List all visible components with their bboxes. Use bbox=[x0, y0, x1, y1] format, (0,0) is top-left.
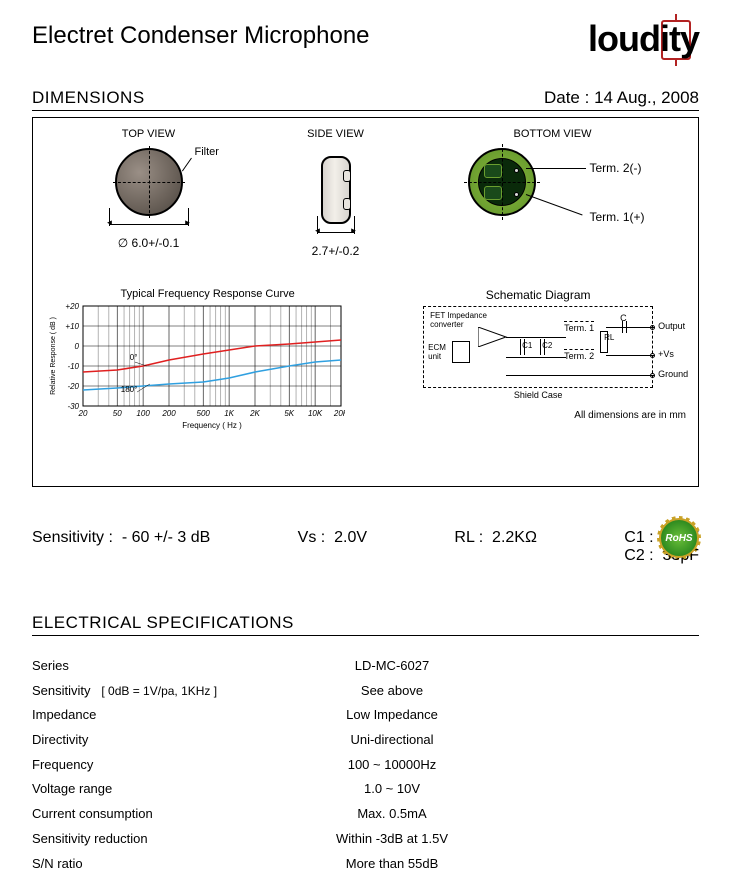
shield-case-label: Shield Case bbox=[390, 390, 686, 400]
spec-label: Sensitivity [ 0dB = 1V/pa, 1KHz ] bbox=[32, 679, 292, 704]
ecm-box bbox=[452, 341, 470, 363]
filter-leader-line bbox=[181, 158, 191, 172]
filter-label: Filter bbox=[195, 146, 219, 158]
logo-text: loudity bbox=[588, 18, 699, 59]
spec-row: S/N ratioMore than 55dB bbox=[32, 852, 699, 877]
rl-param: RL : 2.2KΩ bbox=[454, 529, 537, 547]
spec-value: Low Impedance bbox=[292, 703, 492, 728]
page-title: Electret Condenser Microphone bbox=[32, 22, 370, 50]
diameter-dimension bbox=[109, 224, 189, 234]
spec-label: Series bbox=[32, 654, 292, 679]
top-view: TOP VIEW Filter ∅ 6.0+/-0.1 bbox=[74, 128, 224, 258]
svg-text:1K: 1K bbox=[224, 409, 234, 418]
schematic-title: Schematic Diagram bbox=[390, 288, 686, 302]
svg-text:0: 0 bbox=[75, 342, 80, 351]
ground-label: Ground bbox=[658, 369, 688, 379]
svg-text:10K: 10K bbox=[308, 409, 323, 418]
spec-label: Current consumption bbox=[32, 802, 292, 827]
svg-text:Relative Response ( dB ): Relative Response ( dB ) bbox=[50, 317, 57, 395]
spec-label: Directivity bbox=[32, 728, 292, 753]
header: Electret Condenser Microphone loudity bbox=[32, 18, 699, 60]
lower-row: Typical Frequency Response Curve +20 +10 0… bbox=[45, 288, 686, 430]
chart-svg: +20+100-10-20-3020501002005001K2K5K10K20… bbox=[45, 302, 345, 430]
term2-label: Term. 2(-) bbox=[590, 161, 642, 175]
spec-row: Current consumptionMax. 0.5mA bbox=[32, 802, 699, 827]
spec-value: Within -3dB at 1.5V bbox=[292, 827, 492, 852]
dimensions-section-bar: DIMENSIONS Date : 14 Aug., 2008 bbox=[32, 88, 699, 111]
spec-label: S/N ratio bbox=[32, 852, 292, 877]
top-view-label: TOP VIEW bbox=[74, 128, 224, 140]
spec-label: Impedance bbox=[32, 703, 292, 728]
spec-value: Max. 0.5mA bbox=[292, 802, 492, 827]
freq-response-chart: Typical Frequency Response Curve +20 +10 0… bbox=[45, 288, 370, 430]
thickness-text: 2.7+/-0.2 bbox=[281, 244, 391, 258]
sensitivity-param: Sensitivity : - 60 +/- 3 dB bbox=[32, 529, 210, 547]
svg-text:+20: +20 bbox=[65, 302, 79, 311]
diameter-text: ∅ 6.0+/-0.1 bbox=[74, 236, 224, 250]
views-row: TOP VIEW Filter ∅ 6.0+/-0.1 SIDE VIEW 2.… bbox=[45, 128, 686, 258]
spec-row: Sensitivity [ 0dB = 1V/pa, 1KHz ]See abo… bbox=[32, 679, 699, 704]
chart-title: Typical Frequency Response Curve bbox=[45, 288, 370, 300]
svg-text:5K: 5K bbox=[284, 409, 294, 418]
schematic-diagram: Schematic Diagram FET Impedance converte… bbox=[390, 288, 686, 430]
bottom-view-circle bbox=[468, 148, 536, 216]
svg-text:20K: 20K bbox=[333, 409, 345, 418]
side-view: SIDE VIEW 2.7+/-0.2 bbox=[281, 128, 391, 258]
output-label: Output bbox=[658, 321, 685, 331]
svg-text:200: 200 bbox=[161, 409, 176, 418]
spec-label: Voltage range bbox=[32, 777, 292, 802]
side-view-label: SIDE VIEW bbox=[281, 128, 391, 140]
specs-table: SeriesLD-MC-6027Sensitivity [ 0dB = 1V/p… bbox=[32, 654, 699, 876]
svg-text:500: 500 bbox=[197, 409, 211, 418]
svg-text:Frequency ( Hz ): Frequency ( Hz ) bbox=[182, 421, 242, 430]
ecm-label: ECM unit bbox=[428, 343, 446, 361]
spec-row: SeriesLD-MC-6027 bbox=[32, 654, 699, 679]
side-view-body bbox=[321, 156, 351, 224]
dimensions-box: TOP VIEW Filter ∅ 6.0+/-0.1 SIDE VIEW 2.… bbox=[32, 117, 699, 487]
logo: loudity bbox=[588, 18, 699, 60]
svg-text:+10: +10 bbox=[65, 322, 79, 331]
spec-row: Voltage range1.0 ~ 10V bbox=[32, 777, 699, 802]
bottom-view: BOTTOM VIEW Term. 2(-) Term. 1(+) bbox=[448, 128, 658, 258]
spec-label: Sensitivity reduction bbox=[32, 827, 292, 852]
svg-text:50: 50 bbox=[113, 409, 122, 418]
spec-value: More than 55dB bbox=[292, 852, 492, 877]
top-view-circle bbox=[115, 148, 183, 216]
svg-text:2K: 2K bbox=[249, 409, 260, 418]
t2-label: Term. 2 bbox=[564, 349, 594, 361]
svg-text:20: 20 bbox=[78, 409, 88, 418]
spec-row: Frequency100 ~ 10000Hz bbox=[32, 753, 699, 778]
svg-text:100: 100 bbox=[136, 409, 150, 418]
vs-label: +Vs bbox=[658, 349, 674, 359]
date: Date : 14 Aug., 2008 bbox=[544, 88, 699, 108]
vs-param: Vs : 2.0V bbox=[298, 529, 367, 547]
term1-label: Term. 1(+) bbox=[590, 210, 645, 224]
svg-text:0°: 0° bbox=[130, 353, 138, 362]
schematic-box: FET Impedance converter ECM unit C1 C2 T… bbox=[423, 306, 653, 388]
t1-label: Term. 1 bbox=[564, 321, 594, 333]
spec-value: 1.0 ~ 10V bbox=[292, 777, 492, 802]
spec-row: DirectivityUni-directional bbox=[32, 728, 699, 753]
spec-label: Frequency bbox=[32, 753, 292, 778]
dimensions-note: All dimensions are in mm bbox=[390, 410, 686, 421]
electrical-specs-header: ELECTRICAL SPECIFICATIONS bbox=[32, 613, 699, 636]
svg-text:-20: -20 bbox=[67, 382, 79, 391]
spec-value: See above bbox=[292, 679, 492, 704]
spec-value: Uni-directional bbox=[292, 728, 492, 753]
rohs-badge: RoHS bbox=[659, 518, 699, 558]
spec-value: 100 ~ 10000Hz bbox=[292, 753, 492, 778]
spec-row: Sensitivity reductionWithin -3dB at 1.5V bbox=[32, 827, 699, 852]
bottom-view-label: BOTTOM VIEW bbox=[448, 128, 658, 140]
params-row: Sensitivity : - 60 +/- 3 dB Vs : 2.0V RL… bbox=[32, 529, 699, 565]
spec-row: ImpedanceLow Impedance bbox=[32, 703, 699, 728]
dimensions-label: DIMENSIONS bbox=[32, 88, 145, 108]
spec-value: LD-MC-6027 bbox=[292, 654, 492, 679]
svg-text:180°: 180° bbox=[121, 385, 138, 394]
svg-text:-10: -10 bbox=[67, 362, 79, 371]
